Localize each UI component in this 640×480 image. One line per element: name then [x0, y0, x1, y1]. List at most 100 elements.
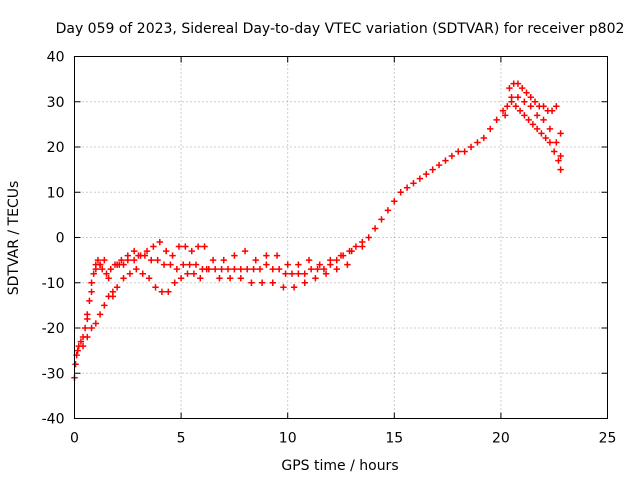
- data-point-upper-scatter: [105, 275, 112, 282]
- data-point-late-branch-2: [514, 94, 522, 101]
- data-point-lower-scatter: [92, 320, 100, 327]
- data-point-late-branch: [531, 98, 539, 105]
- data-point-main: [557, 166, 564, 173]
- data-point-lower-scatter: [203, 265, 210, 273]
- data-point-lower-scatter: [165, 288, 172, 295]
- data-point-lower-scatter: [301, 279, 308, 286]
- data-point-main: [86, 297, 93, 305]
- data-point-lower-scatter: [344, 261, 351, 268]
- data-point-upper-scatter: [92, 265, 100, 273]
- data-point-main: [148, 256, 155, 264]
- data-point-main: [546, 139, 554, 146]
- data-point-main: [160, 261, 168, 268]
- data-point-lower-scatter: [290, 284, 298, 291]
- data-point-main: [487, 125, 494, 133]
- data-point-lower-scatter: [226, 275, 234, 282]
- data-point-upper-scatter: [316, 261, 323, 268]
- data-point-lower-scatter: [216, 275, 223, 282]
- ticks: 0 5 10 15 20 25 -40 -30 -20 -10 0 10 20 30 40: [42, 50, 617, 447]
- data-point-late-branch-2: [508, 94, 515, 101]
- data-point-main: [416, 175, 424, 182]
- data-point-upper-scatter: [348, 247, 355, 255]
- data-point-upper-scatter: [137, 252, 144, 259]
- data-point-main: [512, 103, 520, 110]
- data-point-lower-scatter: [269, 279, 276, 286]
- data-point-late-branch: [519, 84, 526, 92]
- data-point-main: [533, 125, 541, 133]
- data-point-upper-scatter: [305, 256, 313, 264]
- data-point-main: [275, 265, 283, 273]
- data-point-upper-scatter: [188, 247, 195, 255]
- data-point-late-branch-2: [501, 112, 509, 119]
- data-point-main: [301, 270, 308, 277]
- data-point-main: [410, 180, 417, 187]
- data-point-late-branch: [506, 84, 513, 92]
- data-point-main: [130, 256, 138, 264]
- data-point-lower-scatter: [258, 279, 266, 286]
- data-point-late-branch-2: [540, 116, 547, 124]
- data-point-main: [103, 270, 110, 277]
- data-point-lower-scatter: [139, 270, 146, 277]
- data-point-main: [521, 112, 528, 119]
- y-tick-label: 10: [47, 185, 65, 201]
- data-point-main: [403, 184, 411, 191]
- data-point-upper-scatter: [84, 315, 91, 323]
- data-point-main: [555, 157, 562, 164]
- data-point-lower-scatter: [133, 265, 140, 273]
- data-point-lower-scatter: [190, 270, 198, 277]
- y-tick-label: -40: [42, 412, 65, 428]
- data-point-upper-scatter: [113, 261, 121, 268]
- data-point-main: [423, 170, 430, 178]
- x-tick-label: 5: [177, 431, 186, 447]
- x-tick-label: 10: [279, 431, 297, 447]
- data-point-lower-scatter: [333, 265, 340, 273]
- data-point-main: [384, 207, 392, 214]
- data-point-main: [529, 121, 537, 128]
- data-point-upper-scatter: [273, 252, 281, 259]
- y-tick-label: 20: [47, 140, 65, 156]
- data-point-main: [365, 234, 372, 241]
- data-point-lower-scatter: [171, 279, 178, 286]
- data-point-main: [282, 270, 289, 277]
- data-point-lower-scatter: [101, 302, 108, 309]
- data-point-upper-scatter: [295, 261, 302, 268]
- data-point-main: [180, 261, 187, 268]
- data-point-main: [504, 103, 511, 110]
- data-point-upper-scatter: [337, 252, 345, 259]
- data-point-main: [90, 270, 97, 277]
- data-point-upper-scatter: [88, 288, 95, 295]
- data-point-upper-scatter: [124, 252, 131, 259]
- data-point-main: [212, 265, 219, 273]
- data-point-main: [378, 216, 385, 223]
- data-point-main: [88, 279, 95, 286]
- data-point-late-branch-2: [557, 152, 564, 160]
- data-point-main: [474, 139, 481, 146]
- data-point-main: [120, 261, 127, 268]
- data-point-main: [243, 265, 251, 273]
- data-point-upper-scatter: [327, 256, 334, 264]
- data-point-main: [288, 270, 296, 277]
- data-point-lower-scatter: [152, 284, 159, 291]
- x-axis-label: GPS time / hours: [281, 458, 398, 474]
- data-point-main: [435, 161, 443, 169]
- y-tick-label: 30: [47, 95, 65, 111]
- data-point-upper-scatter: [182, 243, 189, 250]
- data-point-main: [263, 261, 270, 268]
- data-point-main: [74, 347, 81, 354]
- chart-title: Day 059 of 2023, Sidereal Day-to-day VTE…: [56, 21, 625, 37]
- data-point-main: [525, 116, 532, 124]
- data-point-late-branch: [553, 103, 560, 110]
- data-point-main: [442, 157, 449, 164]
- grid: [74, 56, 608, 419]
- data-point-upper-scatter: [359, 243, 366, 250]
- data-point-main: [429, 166, 436, 173]
- data-point-main: [352, 243, 360, 250]
- data-point-main: [480, 134, 488, 142]
- data-point-main: [542, 134, 549, 142]
- data-point-lower-scatter: [145, 275, 153, 282]
- y-tick-label: -30: [42, 366, 65, 382]
- data-point-late-branch: [540, 103, 547, 110]
- data-point-main: [94, 256, 102, 264]
- data-point-main: [397, 189, 404, 196]
